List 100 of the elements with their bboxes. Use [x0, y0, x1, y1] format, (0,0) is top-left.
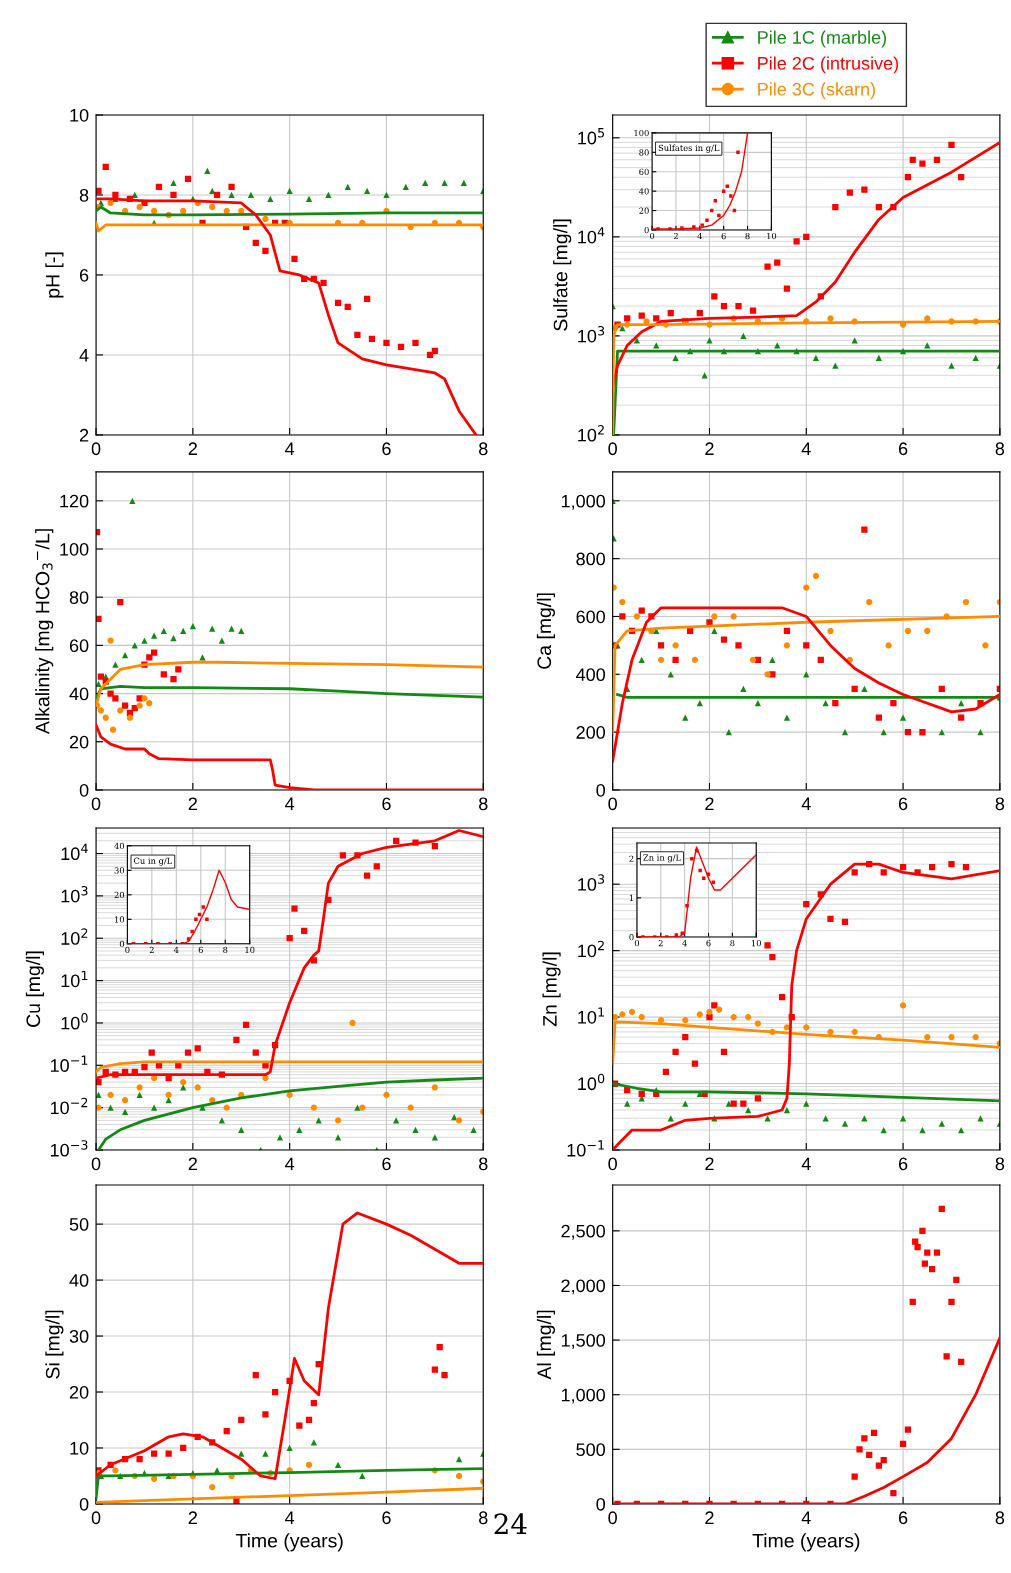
- y-tick-label: 1,000: [561, 1388, 606, 1404]
- y-tick-label: 10: [70, 1441, 89, 1455]
- y-tick-label: 60: [69, 639, 89, 653]
- y-tick-label: 10$^{−3}$: [50, 1140, 88, 1157]
- x-tick-label: 8: [995, 1157, 1005, 1171]
- x-tick-label: 8: [995, 442, 1005, 456]
- y-tick-label: 2: [629, 855, 634, 862]
- x-axis-title: Time (years): [235, 1533, 343, 1552]
- x-tick-label: 6: [721, 232, 726, 240]
- y-tick-label: 800: [576, 552, 606, 566]
- legend-label: Pile 1C (marble): [758, 30, 887, 48]
- y-tick-label: 40: [69, 687, 89, 701]
- x-tick-label: 0: [91, 797, 101, 811]
- x-tick-label: 4: [801, 442, 811, 455]
- x-tick-label: 0: [608, 1511, 617, 1525]
- x-tick-label: 6: [382, 442, 391, 456]
- y-axis-title: Sulfate [mg/l]: [553, 219, 572, 331]
- annotation: Cu in g/L: [133, 857, 173, 866]
- y-tick-label: 200: [576, 726, 606, 739]
- x-tick-label: 2: [149, 946, 154, 953]
- y-axis-title: Ca [mg/l]: [536, 593, 555, 669]
- y-tick-label: 40: [114, 842, 125, 850]
- x-tick-label: 6: [898, 442, 908, 456]
- y-tick-label: 20: [69, 1385, 89, 1399]
- y-tick-label: 10$^{2}$: [61, 928, 88, 945]
- legend-label: Pile 3C (skarn): [758, 82, 875, 100]
- x-tick-label: 8: [479, 797, 488, 811]
- x-tick-label: 2: [188, 442, 197, 455]
- x-tick-label: 6: [382, 1157, 391, 1171]
- x-tick-label: 2: [705, 1511, 714, 1524]
- y-tick-label: 10$^{−2}$: [50, 1097, 88, 1115]
- x-tick-label: 4: [801, 1157, 811, 1171]
- x-tick-label: 0: [125, 946, 130, 954]
- y-axis-title: Al [mg/l]: [536, 1310, 555, 1380]
- x-tick-label: 8: [995, 1511, 1005, 1525]
- x-tick-label: 2: [705, 797, 714, 810]
- x-tick-label: 8: [479, 442, 488, 456]
- legend-label: Pile 2C (intrusive): [758, 56, 899, 74]
- y-tick-label: 20: [69, 735, 89, 749]
- x-tick-label: 8: [730, 939, 735, 947]
- annotation: Zn in g/L: [643, 854, 681, 863]
- y-tick-label: 6: [79, 268, 89, 282]
- y-tick-label: 4: [79, 349, 89, 362]
- y-tick-label: 30: [69, 1329, 89, 1343]
- x-tick-label: 4: [285, 442, 295, 455]
- x-tick-label: 0: [91, 442, 101, 456]
- y-tick-label: 10$^{1}$: [578, 1007, 604, 1024]
- x-tick-label: 4: [801, 797, 811, 810]
- y-tick-label: 0: [596, 1497, 606, 1511]
- y-tick-label: 20: [639, 207, 649, 214]
- y-tick-label: 1,500: [561, 1334, 606, 1349]
- y-tick-label: 600: [576, 610, 606, 624]
- y-tick-label: 80: [69, 591, 89, 604]
- x-tick-label: 2: [188, 1157, 197, 1171]
- x-tick-label: 8: [223, 946, 228, 954]
- x-tick-label: 4: [285, 797, 295, 810]
- y-tick-label: 2: [79, 428, 89, 442]
- y-tick-label: 10: [70, 108, 89, 122]
- x-tick-label: 8: [995, 797, 1005, 811]
- y-tick-label: 60: [639, 168, 649, 176]
- x-tick-label: 6: [898, 1157, 908, 1171]
- x-tick-label: 8: [479, 1511, 488, 1525]
- x-tick-label: 2: [705, 442, 714, 455]
- x-tick-label: 6: [706, 939, 711, 947]
- y-tick-label: 0: [644, 226, 649, 234]
- y-tick-label: 400: [576, 668, 606, 682]
- y-tick-label: 10$^{1}$: [61, 970, 88, 988]
- x-tick-label: 0: [649, 232, 655, 240]
- y-tick-label: 10$^{−1}$: [567, 1140, 604, 1157]
- y-axis-title: Cu [mg/l]: [25, 951, 44, 1027]
- annotation: Sulfates in g/L: [658, 144, 720, 153]
- y-tick-label: 10$^{3}$: [578, 326, 605, 343]
- x-tick-label: 10: [767, 232, 777, 240]
- x-tick-label: 0: [608, 797, 617, 811]
- y-axis-title: pH [-]: [45, 252, 64, 298]
- x-tick-label: 2: [673, 232, 678, 240]
- y-tick-label: 10$^{2}$: [578, 940, 604, 958]
- y-tick-label: 2,000: [561, 1279, 606, 1295]
- y-tick-label: 10$^{3}$: [61, 886, 88, 903]
- y-tick-label: 10$^{2}$: [578, 425, 604, 442]
- y-tick-label: 40: [69, 1274, 89, 1287]
- y-tick-label: 40: [638, 188, 649, 195]
- x-tick-label: 0: [608, 1157, 617, 1171]
- x-tick-label: 4: [682, 939, 687, 947]
- y-tick-label: 0: [596, 783, 606, 797]
- x-tick-label: 10: [751, 939, 761, 947]
- y-tick-label: 10$^{−1}$: [50, 1055, 88, 1072]
- y-tick-label: 80: [639, 149, 649, 156]
- y-tick-label: 1,000: [561, 494, 606, 510]
- y-axis-title: Alkalinity [mg HCO$_{3}$$^{−}$/L]: [35, 529, 54, 735]
- x-tick-label: 2: [188, 1511, 197, 1524]
- y-tick-label: 8: [79, 188, 89, 202]
- y-tick-label: 10$^{3}$: [578, 874, 605, 891]
- y-tick-label: 2,500: [561, 1224, 606, 1240]
- x-tick-label: 6: [382, 1511, 391, 1525]
- y-tick-label: 10$^{0}$: [578, 1073, 605, 1091]
- y-tick-label: 10$^{4}$: [578, 227, 605, 244]
- y-tick-label: 0: [79, 1497, 89, 1511]
- y-tick-label: 30: [114, 867, 125, 874]
- x-tick-label: 6: [898, 1511, 908, 1525]
